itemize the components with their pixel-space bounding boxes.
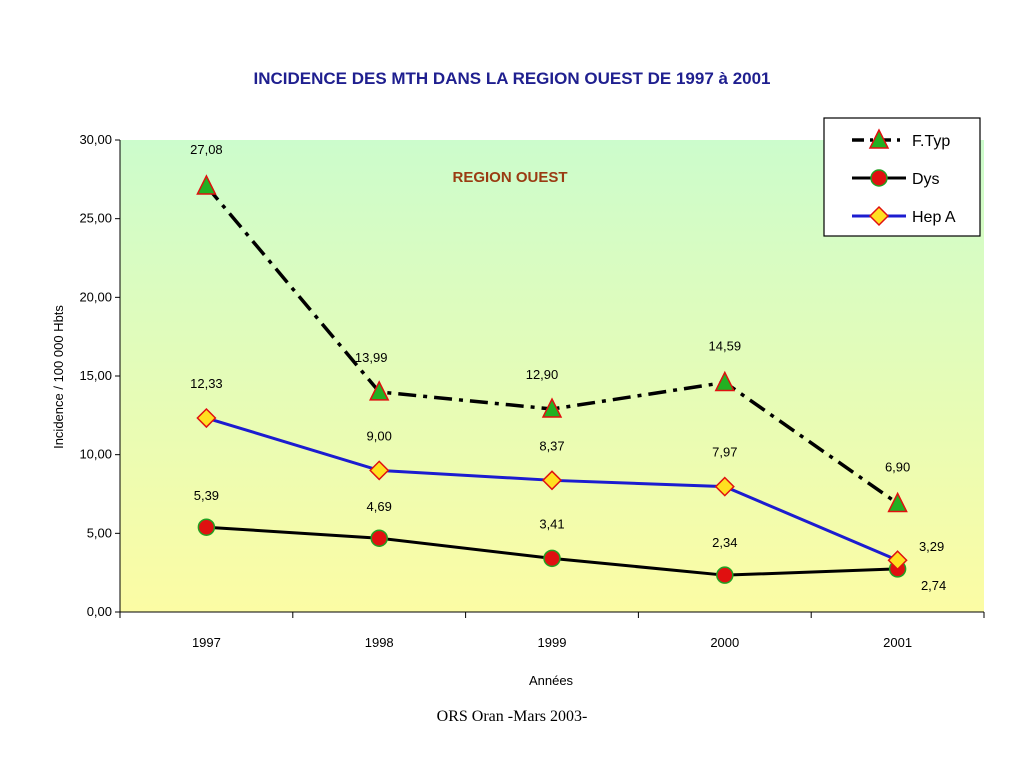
data-label: 3,41: [539, 516, 564, 531]
data-label: 5,39: [194, 488, 219, 503]
data-point-diamond: [541, 470, 563, 491]
y-tick-label: 25,00: [79, 211, 112, 226]
data-point-circle: [197, 518, 216, 536]
y-axis-label: Incidence / 100 000 Hbts: [51, 305, 66, 449]
data-point-triangle: [541, 397, 563, 418]
data-label: 6,90: [885, 459, 910, 474]
legend-label: F.Typ: [912, 133, 950, 150]
chart-title: INCIDENCE DES MTH DANS LA REGION OUEST D…: [253, 69, 770, 88]
data-point-triangle: [196, 174, 217, 195]
legend-label: Hep A: [912, 209, 956, 226]
data-label: 4,69: [367, 499, 392, 514]
data-point-diamond: [369, 460, 390, 481]
data-label: 2,74: [921, 578, 946, 593]
y-tick-label: 5,00: [87, 525, 112, 540]
data-label: 7,97: [712, 445, 737, 460]
footer-credit: ORS Oran -Mars 2003-: [436, 708, 588, 725]
data-label: 12,90: [526, 367, 559, 382]
legend-marker-circle: [870, 169, 888, 187]
data-label: 3,29: [919, 539, 944, 554]
data-label: 12,33: [190, 376, 223, 391]
x-tick-label: 1998: [365, 635, 394, 650]
legend-marker-triangle: [868, 128, 890, 149]
x-tick-label: 2000: [710, 635, 739, 650]
legend-item: Dys: [852, 169, 940, 188]
data-point-diamond: [714, 476, 735, 497]
series-hep-a: [196, 407, 908, 571]
data-label: 9,00: [367, 428, 392, 443]
data-point-diamond: [196, 407, 217, 429]
data-label: 8,37: [539, 438, 564, 453]
data-point-triangle: [368, 380, 390, 401]
data-label: 13,99: [355, 350, 388, 365]
data-point-triangle: [887, 491, 908, 513]
data-point-circle: [716, 566, 734, 584]
x-tick-label: 1999: [538, 635, 567, 650]
y-tick-label: 30,00: [79, 132, 112, 147]
region-annotation: REGION OUEST: [452, 169, 567, 186]
legend-item: F.Typ: [852, 128, 950, 150]
legend-marker-diamond: [868, 205, 890, 227]
series-dys: [197, 518, 907, 584]
legend: F.Typ Dys Hep A: [823, 117, 981, 237]
data-label: 2,34: [712, 535, 737, 550]
x-axis-label: Années: [529, 673, 574, 688]
data-point-circle: [543, 549, 561, 568]
legend-item: Hep A: [852, 205, 956, 227]
data-point-circle: [370, 529, 388, 547]
x-tick-label: 2001: [883, 635, 912, 650]
data-point-diamond: [887, 550, 908, 571]
y-tick-label: 0,00: [87, 604, 112, 619]
legend-label: Dys: [912, 171, 940, 188]
data-label: 27,08: [190, 142, 223, 157]
data-point-triangle: [714, 370, 736, 392]
data-label: 14,59: [709, 338, 742, 353]
chart: INCIDENCE DES MTH DANS LA REGION OUEST D…: [51, 69, 985, 688]
y-tick-label: 20,00: [79, 289, 112, 304]
series-f-typ: [196, 174, 908, 513]
y-tick-label: 10,00: [79, 447, 112, 462]
y-tick-label: 15,00: [79, 368, 112, 383]
x-tick-label: 1997: [192, 635, 221, 650]
